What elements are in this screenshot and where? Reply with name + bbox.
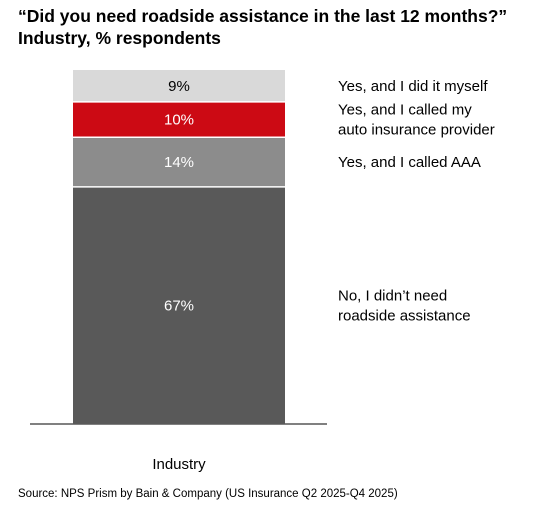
chart-subtitle: Industry, % respondents xyxy=(18,28,221,48)
x-tick-label-industry: Industry xyxy=(152,456,206,473)
data-label-67-pct: 67% xyxy=(164,297,194,314)
legend-label-line: Yes, and I called AAA xyxy=(338,154,481,171)
legend-label-9-pct: Yes, and I did it myself xyxy=(338,78,488,95)
legend-label-14-pct: Yes, and I called AAA xyxy=(338,154,481,171)
data-label-14-pct: 14% xyxy=(164,154,194,171)
legend-label-line: roadside assistance xyxy=(338,307,471,324)
legend-label-line: auto insurance provider xyxy=(338,122,495,139)
source-note: Source: NPS Prism by Bain & Company (US … xyxy=(18,488,398,500)
data-label-10-pct: 10% xyxy=(164,112,194,129)
legend-label-10-pct: Yes, and I called my auto insurance provi… xyxy=(338,102,495,139)
legend-label-line: No, I didn’t need xyxy=(338,287,447,304)
bar-segment-10-pct xyxy=(73,101,285,138)
bar-segment-9-pct xyxy=(73,70,285,102)
legend-label-67-pct: No, I didn’t need roadside assistance xyxy=(338,287,471,324)
chart-title-line-1: “Did you need roadside assistance in the… xyxy=(18,6,508,26)
bar-segment-14-pct xyxy=(73,137,285,187)
legend-label-line: Yes, and I did it myself xyxy=(338,78,488,95)
data-label-9-pct: 9% xyxy=(168,78,190,95)
legend-label-line: Yes, and I called my xyxy=(338,102,472,119)
chart-title: “Did you need roadside assistance in the… xyxy=(18,5,548,49)
stacked-bar-chart: Industry 67% No, I didn’t need roadside as… xyxy=(30,70,495,473)
bar-segment-67-pct xyxy=(73,186,285,424)
